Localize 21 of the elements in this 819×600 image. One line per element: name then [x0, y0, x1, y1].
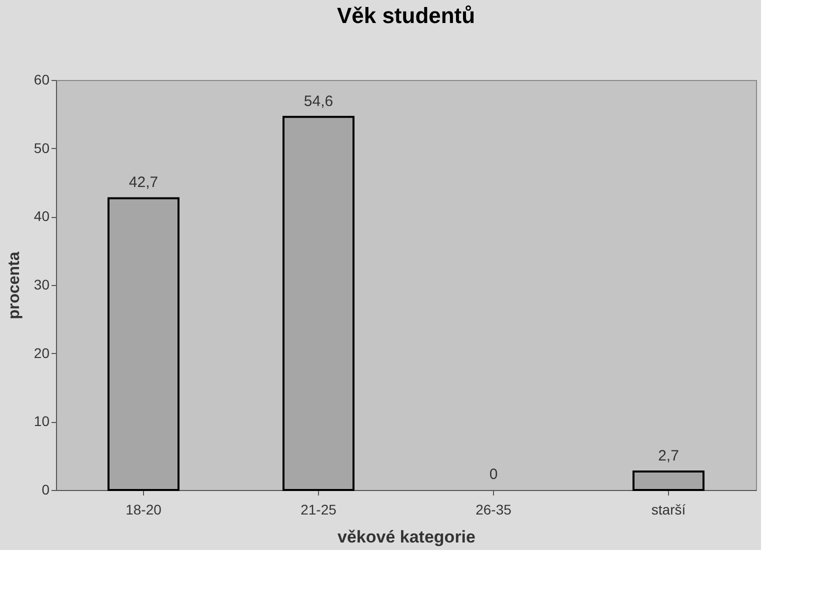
y-tick-label: 50 — [34, 140, 50, 156]
chart-title: Věk studentů — [336, 3, 476, 28]
y-tick-label: 40 — [34, 208, 50, 224]
bar — [108, 197, 180, 491]
data-label: 0 — [489, 466, 498, 483]
data-label: 2,7 — [658, 448, 679, 465]
data-label: 54,6 — [304, 92, 334, 110]
x-axis-title: věkové kategorie — [338, 528, 476, 546]
bar — [282, 116, 354, 491]
y-axis-title: procenta — [6, 252, 23, 320]
x-tick-label: 26-35 — [476, 502, 512, 518]
x-tick-label: 21-25 — [300, 502, 337, 518]
y-tick-label: 0 — [42, 482, 50, 498]
data-label: 42,7 — [128, 174, 158, 192]
y-tick-label: 60 — [34, 72, 50, 88]
y-tick-label: 20 — [34, 344, 50, 361]
bar — [632, 470, 704, 491]
y-tick-label: 30 — [34, 276, 50, 292]
x-tick-label: starší — [651, 502, 686, 518]
y-tick-label: 10 — [34, 413, 50, 430]
x-tick-label: 18-20 — [126, 502, 162, 518]
